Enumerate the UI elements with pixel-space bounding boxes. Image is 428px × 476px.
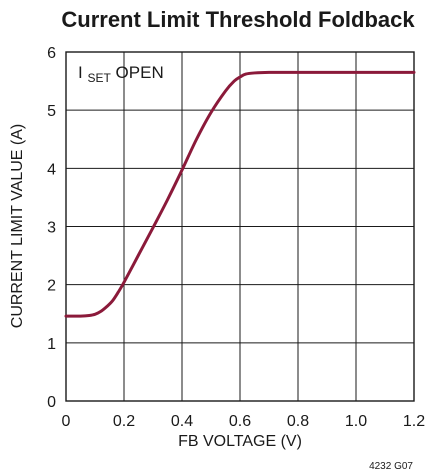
y-tick-label: 0 [47,394,56,411]
y-tick-label: 5 [47,103,56,120]
x-tick-label: 0.2 [113,413,135,430]
x-tick-label: 1.2 [403,413,425,430]
plot-frame [65,51,415,402]
y-tick-labels: 0 1 2 3 4 5 6 [47,45,56,411]
x-tick-labels: 0 0.2 0.4 0.6 0.8 1.0 1.2 [62,413,426,430]
y-tick-label: 2 [47,278,56,295]
grid [66,52,414,401]
x-tick-label: 1.0 [345,413,367,430]
y-tick-label: 3 [47,220,56,237]
series-line [64,70,416,318]
y-tick-label: 1 [47,336,56,353]
annotation-suffix: OPEN [116,63,164,82]
x-tick-label: 0.8 [287,413,309,430]
chart-title: Current Limit Threshold Foldback [61,7,415,32]
y-axis-title: CURRENT LIMIT VALUE (A) [9,124,26,328]
y-tick-label: 6 [47,45,56,62]
figure-id: 4232 G07 [369,461,413,471]
annotation-subscript: SET [87,71,111,85]
annotation-iset-open: I SET OPEN [78,63,164,86]
annotation-prefix: I [78,63,83,82]
x-axis-title: FB VOLTAGE (V) [178,433,302,450]
x-tick-label: 0.4 [171,413,193,430]
series-layer [64,70,416,318]
y-tick-label: 4 [47,161,56,178]
x-tick-label: 0.6 [229,413,251,430]
x-tick-label: 0 [62,413,71,430]
